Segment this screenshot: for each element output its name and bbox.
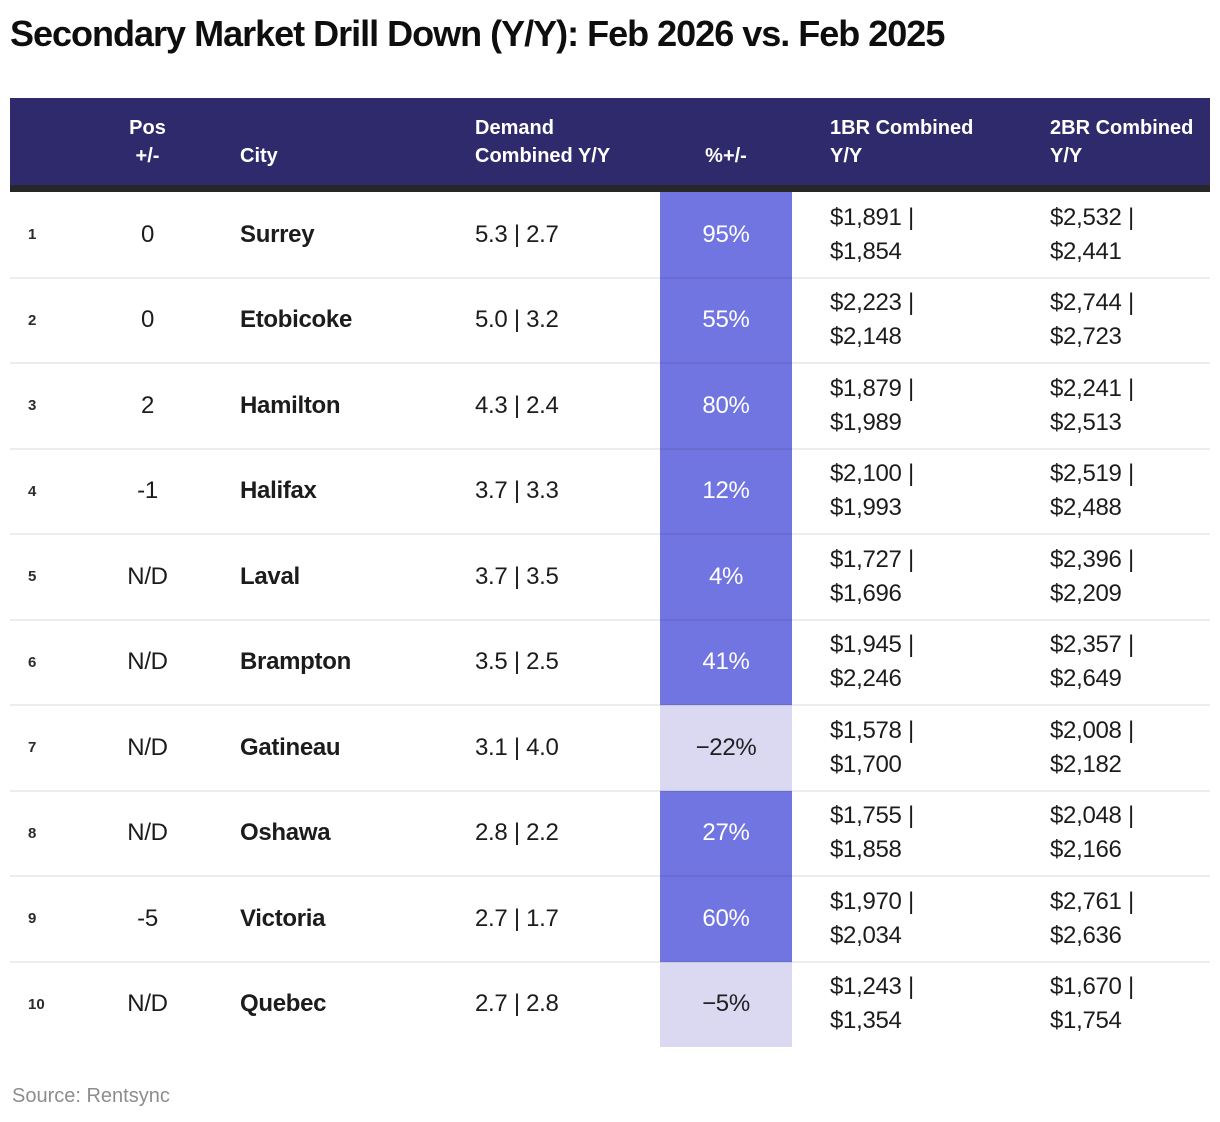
- city-cell: Quebec: [240, 990, 327, 1018]
- rank-cell: 7: [28, 739, 37, 757]
- pos-change-cell: 2: [140, 391, 155, 419]
- pct-change-cell: 80%: [660, 363, 792, 449]
- br1-cell: $1,879 | $1,989: [830, 374, 914, 436]
- br1-cell: $1,891 | $1,854: [830, 203, 914, 265]
- header-pos-line2: +/-: [135, 145, 160, 167]
- header-2br-combined: 2BR Combined Y/Y: [1050, 117, 1194, 167]
- pct-change-cell: 55%: [660, 277, 792, 363]
- pct-change-cell: −22%: [660, 705, 792, 791]
- pos-change-cell: -1: [137, 477, 158, 505]
- table-row: 3 2 Hamilton 4.3 | 2.4 80% $1,879 | $1,98…: [10, 362, 1210, 449]
- br2-cell: $2,744 | $2,723: [1050, 289, 1134, 351]
- city-cell: Etobicoke: [240, 306, 352, 334]
- br2-cell: $2,532 | $2,441: [1050, 203, 1134, 265]
- br2-cell: $2,357 | $2,649: [1050, 631, 1134, 693]
- br1-cell: $2,100 | $1,993: [830, 460, 914, 522]
- table-row: 9 -5 Victoria 2.7 | 1.7 60% $1,970 | $2,0…: [10, 875, 1210, 962]
- header-divider-bar: [10, 185, 1210, 192]
- demand-cell: 4.3 | 2.4: [475, 391, 559, 419]
- table-row: 5 N/D Laval 3.7 | 3.5 4% $1,727 | $1,696 …: [10, 533, 1210, 620]
- pos-change-cell: 0: [140, 306, 155, 334]
- pct-change-cell: 27%: [660, 790, 792, 876]
- br1-cell: $1,578 | $1,700: [830, 716, 914, 778]
- header-pos-line1: Pos: [129, 117, 166, 139]
- table-row: 8 N/D Oshawa 2.8 | 2.2 27% $1,755 | $1,85…: [10, 789, 1210, 876]
- demand-cell: 3.7 | 3.3: [475, 477, 559, 505]
- city-cell: Laval: [240, 562, 300, 590]
- pos-change-cell: N/D: [127, 819, 168, 847]
- city-cell: Gatineau: [240, 733, 341, 761]
- pct-change-cell: 60%: [660, 876, 792, 962]
- br2-cell: $1,670 | $1,754: [1050, 973, 1134, 1035]
- source-note: Source: Rentsync: [12, 1085, 170, 1107]
- rank-cell: 6: [28, 653, 37, 671]
- pos-change-cell: N/D: [127, 562, 168, 590]
- br2-cell: $2,241 | $2,513: [1050, 374, 1134, 436]
- demand-cell: 3.7 | 3.5: [475, 562, 559, 590]
- header-pct-change: %+/-: [705, 145, 747, 167]
- city-cell: Oshawa: [240, 819, 331, 847]
- demand-cell: 5.0 | 3.2: [475, 306, 559, 334]
- city-cell: Halifax: [240, 477, 317, 505]
- header-pos-change: Pos +/-: [80, 98, 215, 185]
- drilldown-table: Pos +/- City Demand Combined Y/Y %+/- 1B…: [10, 98, 1210, 1047]
- rank-cell: 9: [28, 910, 37, 928]
- pos-change-cell: N/D: [127, 733, 168, 761]
- pos-change-cell: N/D: [127, 990, 168, 1018]
- br1-cell: $2,223 | $2,148: [830, 289, 914, 351]
- pct-change-cell: 41%: [660, 619, 792, 705]
- br1-cell: $1,755 | $1,858: [830, 802, 914, 864]
- rank-cell: 5: [28, 568, 37, 586]
- pos-change-cell: N/D: [127, 648, 168, 676]
- city-cell: Victoria: [240, 904, 326, 932]
- header-demand-combined: Demand Combined Y/Y: [475, 117, 611, 167]
- rank-cell: 1: [28, 226, 37, 244]
- table-row: 6 N/D Brampton 3.5 | 2.5 41% $1,945 | $2,…: [10, 618, 1210, 705]
- rank-cell: 3: [28, 397, 37, 415]
- br1-cell: $1,945 | $2,246: [830, 631, 914, 693]
- pct-change-cell: 12%: [660, 448, 792, 534]
- table-row: 1 0 Surrey 5.3 | 2.7 95% $1,891 | $1,854 …: [10, 192, 1210, 278]
- table-row: 4 -1 Halifax 3.7 | 3.3 12% $2,100 | $1,99…: [10, 447, 1210, 534]
- pct-change-cell: 95%: [660, 192, 792, 278]
- demand-cell: 3.5 | 2.5: [475, 648, 559, 676]
- rank-cell: 2: [28, 311, 37, 329]
- city-cell: Hamilton: [240, 391, 341, 419]
- header-city: City: [240, 145, 278, 167]
- br2-cell: $2,519 | $2,488: [1050, 460, 1134, 522]
- pos-change-cell: 0: [140, 220, 155, 248]
- demand-cell: 3.1 | 4.0: [475, 733, 559, 761]
- br1-cell: $1,970 | $2,034: [830, 887, 914, 949]
- table-header-row: Pos +/- City Demand Combined Y/Y %+/- 1B…: [10, 98, 1210, 185]
- demand-cell: 5.3 | 2.7: [475, 220, 559, 248]
- table-body: 1 0 Surrey 5.3 | 2.7 95% $1,891 | $1,854 …: [10, 192, 1210, 1047]
- br2-cell: $2,396 | $2,209: [1050, 545, 1134, 607]
- br2-cell: $2,008 | $2,182: [1050, 716, 1134, 778]
- city-cell: Brampton: [240, 648, 351, 676]
- rank-cell: 8: [28, 824, 37, 842]
- rank-cell: 10: [28, 995, 45, 1013]
- header-1br-combined: 1BR Combined Y/Y: [830, 117, 974, 167]
- br1-cell: $1,727 | $1,696: [830, 545, 914, 607]
- demand-cell: 2.7 | 2.8: [475, 990, 559, 1018]
- table-row: 10 N/D Quebec 2.7 | 2.8 −5% $1,243 | $1,3…: [10, 960, 1210, 1047]
- br2-cell: $2,761 | $2,636: [1050, 887, 1134, 949]
- br2-cell: $2,048 | $2,166: [1050, 802, 1134, 864]
- city-cell: Surrey: [240, 220, 315, 248]
- rank-cell: 4: [28, 482, 37, 500]
- pos-change-cell: -5: [137, 904, 158, 932]
- page-title: Secondary Market Drill Down (Y/Y): Feb 2…: [10, 13, 945, 54]
- table-row: 2 0 Etobicoke 5.0 | 3.2 55% $2,223 | $2,1…: [10, 276, 1210, 363]
- header-rank: [10, 98, 80, 185]
- pct-change-cell: −5%: [660, 961, 792, 1047]
- br1-cell: $1,243 | $1,354: [830, 973, 914, 1035]
- pct-change-cell: 4%: [660, 534, 792, 620]
- demand-cell: 2.7 | 1.7: [475, 904, 559, 932]
- table-row: 7 N/D Gatineau 3.1 | 4.0 −22% $1,578 | $1…: [10, 704, 1210, 791]
- demand-cell: 2.8 | 2.2: [475, 819, 559, 847]
